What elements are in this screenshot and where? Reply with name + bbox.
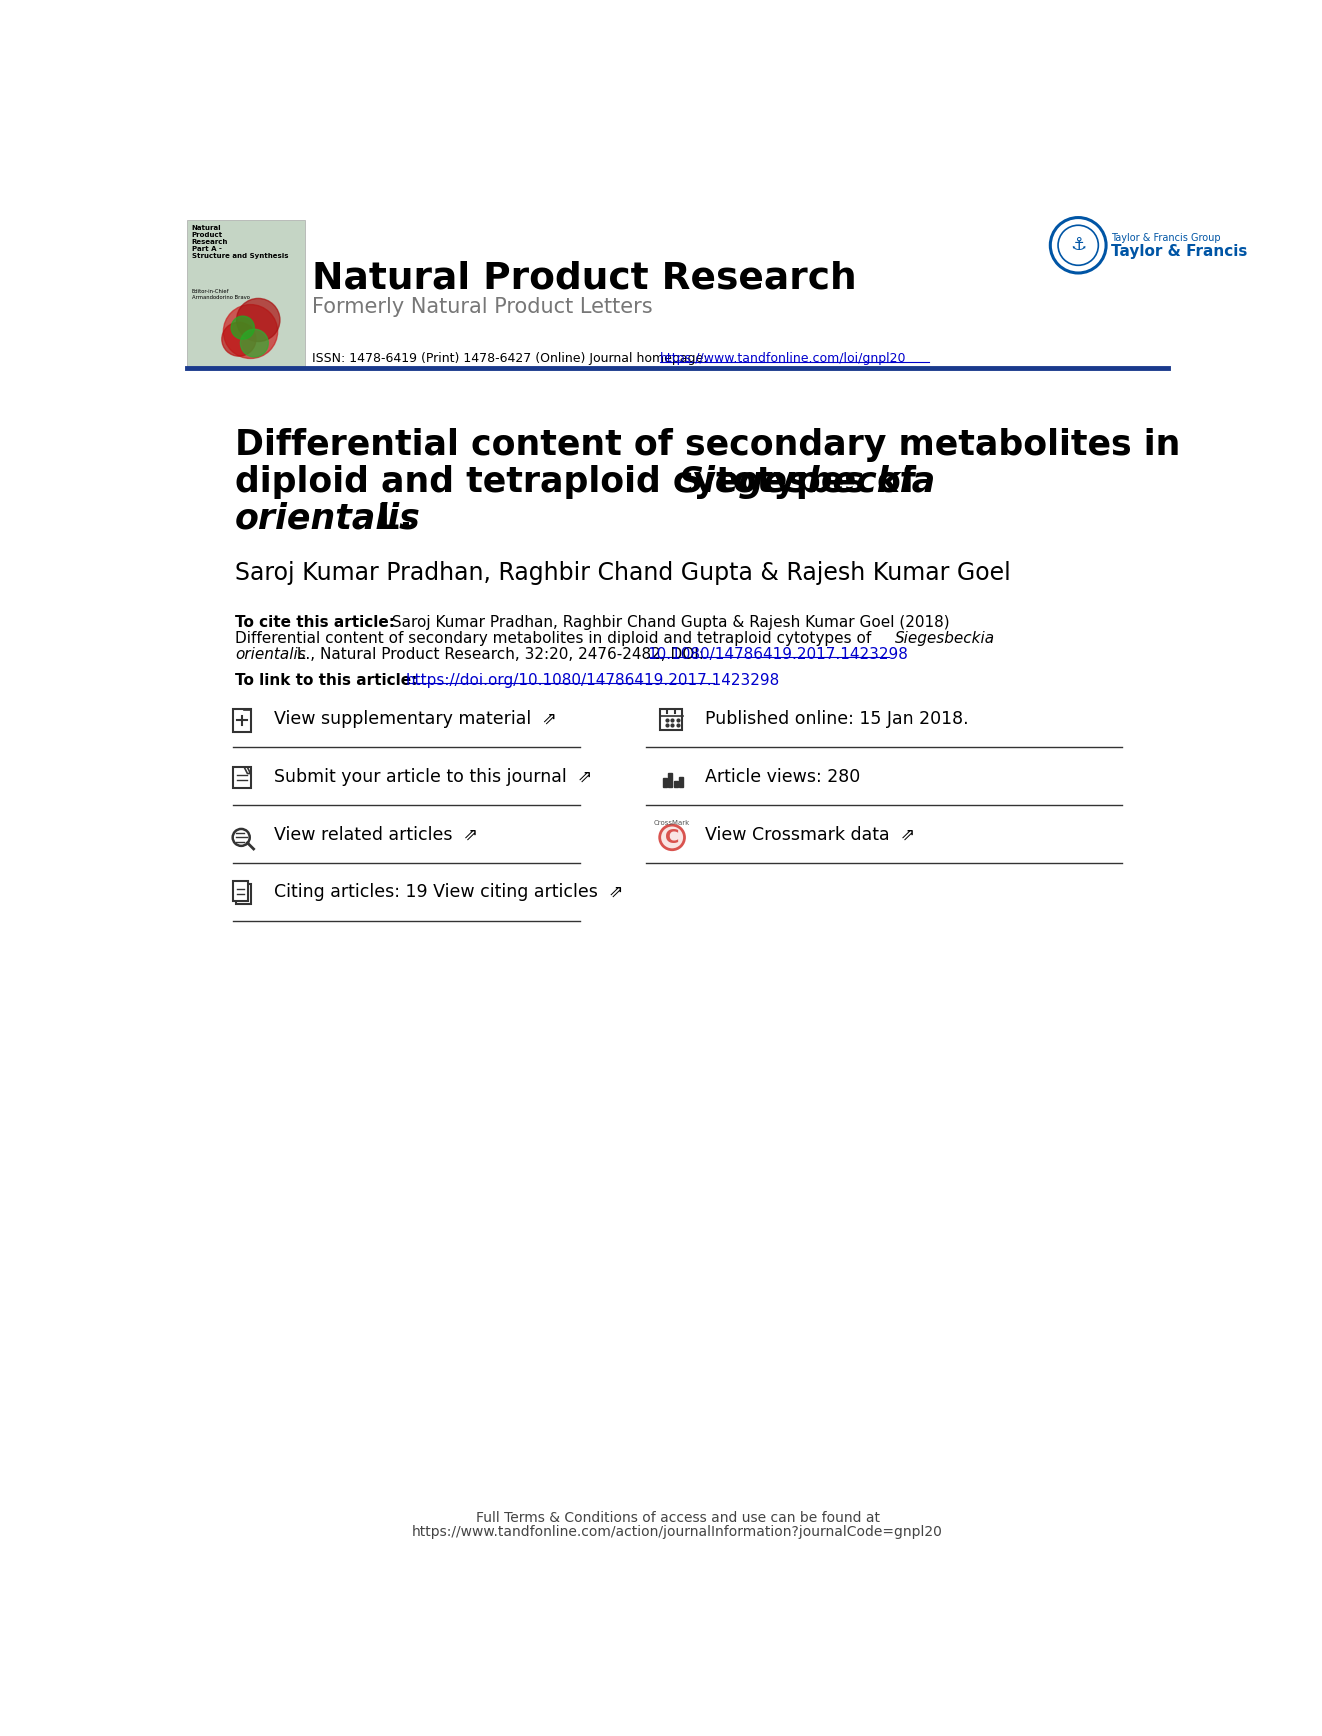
Text: orientalis: orientalis xyxy=(235,648,305,661)
Text: CrossMark: CrossMark xyxy=(654,821,690,826)
Circle shape xyxy=(223,304,278,358)
Text: View supplementary material  ⇗: View supplementary material ⇗ xyxy=(274,710,557,727)
Circle shape xyxy=(231,316,254,339)
Text: diploid and tetraploid cytotypes of: diploid and tetraploid cytotypes of xyxy=(235,465,928,498)
Circle shape xyxy=(222,323,256,356)
Text: Natural
Product
Research
Part A -
Structure and Synthesis: Natural Product Research Part A - Struct… xyxy=(192,226,288,259)
Bar xyxy=(662,778,666,788)
Text: Editor-in-Chief
Armandodorino Bravo: Editor-in-Chief Armandodorino Bravo xyxy=(192,290,250,300)
Text: Citing articles: 19 View citing articles  ⇗: Citing articles: 19 View citing articles… xyxy=(274,884,623,901)
Text: ISSN: 1478-6419 (Print) 1478-6427 (Online) Journal homepage:: ISSN: 1478-6419 (Print) 1478-6427 (Onlin… xyxy=(312,351,713,365)
Text: Submit your article to this journal  ⇗: Submit your article to this journal ⇗ xyxy=(274,767,592,786)
Text: Siegesbeckia: Siegesbeckia xyxy=(678,465,936,498)
Bar xyxy=(668,774,672,788)
Text: Article views: 280: Article views: 280 xyxy=(705,767,859,786)
Text: https://www.tandfonline.com/loi/gnpl20: https://www.tandfonline.com/loi/gnpl20 xyxy=(660,351,906,365)
Text: View Crossmark data  ⇗: View Crossmark data ⇗ xyxy=(705,825,915,844)
Text: https://doi.org/10.1080/14786419.2017.1423298: https://doi.org/10.1080/14786419.2017.14… xyxy=(406,672,780,687)
Text: C: C xyxy=(665,828,680,847)
Circle shape xyxy=(241,330,268,358)
Text: https://www.tandfonline.com/action/journalInformation?journalCode=gnpl20: https://www.tandfonline.com/action/journ… xyxy=(412,1524,943,1540)
Text: Differential content of secondary metabolites in diploid and tetraploid cytotype: Differential content of secondary metabo… xyxy=(235,632,876,646)
Text: Saroj Kumar Pradhan, Raghbir Chand Gupta & Rajesh Kumar Goel (2018): Saroj Kumar Pradhan, Raghbir Chand Gupta… xyxy=(387,615,949,630)
Text: View related articles  ⇗: View related articles ⇗ xyxy=(274,825,477,844)
Bar xyxy=(680,776,683,788)
Text: Taylor & Francis: Taylor & Francis xyxy=(1110,245,1247,259)
Text: Full Terms & Conditions of access and use can be found at: Full Terms & Conditions of access and us… xyxy=(476,1510,879,1526)
Text: 10.1080/14786419.2017.1423298: 10.1080/14786419.2017.1423298 xyxy=(648,648,908,661)
Text: Siegesbeckia: Siegesbeckia xyxy=(895,632,995,646)
Text: Natural Product Research: Natural Product Research xyxy=(312,260,857,297)
Text: Differential content of secondary metabolites in: Differential content of secondary metabo… xyxy=(235,427,1181,462)
Text: ⚓: ⚓ xyxy=(1069,236,1087,253)
Text: To cite this article:: To cite this article: xyxy=(235,615,395,630)
Bar xyxy=(674,781,678,788)
Text: Published online: 15 Jan 2018.: Published online: 15 Jan 2018. xyxy=(705,710,968,727)
Text: Formerly Natural Product Letters: Formerly Natural Product Letters xyxy=(312,297,653,318)
Text: L., Natural Product Research, 32:20, 2476-2482, DOI:: L., Natural Product Research, 32:20, 247… xyxy=(292,648,709,661)
Circle shape xyxy=(660,825,685,849)
Text: orientalis: orientalis xyxy=(235,502,420,536)
FancyBboxPatch shape xyxy=(233,880,249,901)
Text: L.: L. xyxy=(365,502,412,536)
Circle shape xyxy=(237,299,280,342)
FancyBboxPatch shape xyxy=(186,220,305,366)
Text: To link to this article:: To link to this article: xyxy=(235,672,423,687)
Text: Taylor & Francis Group: Taylor & Francis Group xyxy=(1110,233,1220,243)
Text: Saroj Kumar Pradhan, Raghbir Chand Gupta & Rajesh Kumar Goel: Saroj Kumar Pradhan, Raghbir Chand Gupta… xyxy=(235,561,1011,585)
